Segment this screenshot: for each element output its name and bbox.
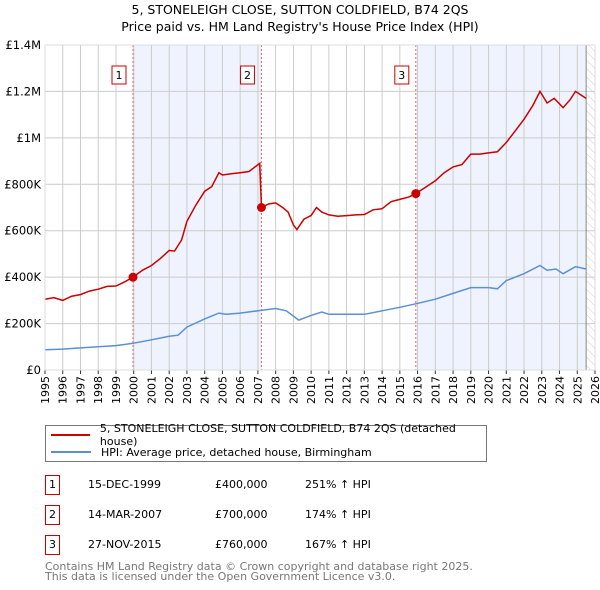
x-tick-label: 2022 [518, 376, 531, 404]
legend-label: HPI: Average price, detached house, Birm… [101, 445, 372, 459]
x-tick-label: 2002 [163, 376, 176, 404]
sale-marker-box [239, 65, 255, 85]
sale-point [128, 272, 138, 282]
y-tick-label: £1M [16, 131, 41, 145]
transaction-date: 27-NOV-2015 [88, 538, 162, 551]
x-tick-label: 1999 [110, 376, 123, 404]
sale-marker-label: 1 [116, 69, 123, 82]
x-tick-label: 2016 [412, 376, 425, 404]
legend-label: 5, STONELEIGH CLOSE, SUTTON COLDFIELD, B… [99, 422, 456, 448]
x-tick-label: 2025 [571, 376, 584, 404]
plot-frame [44, 44, 596, 371]
footer-copyright: Contains HM Land Registry data © Crown c… [45, 560, 473, 573]
x-tick-label: 2013 [358, 376, 371, 404]
transaction-date: 14-MAR-2007 [88, 508, 163, 521]
property-series-line [44, 89, 587, 302]
transaction-number: 3 [45, 535, 60, 555]
forecast-hatch [586, 45, 595, 370]
transaction-number: 2 [45, 505, 60, 525]
transaction-price: £400,000 [215, 478, 268, 491]
transaction-hpi: 174% ↑ HPI [305, 508, 371, 521]
legend-item-property: 5, STONELEIGH CLOSE, SUTTON COLDFIELD, B… [51, 422, 486, 448]
y-tick-label: £0 [26, 363, 41, 377]
chart-subtitle: Price paid vs. HM Land Registry's House … [121, 19, 479, 34]
x-tick-label: 2019 [465, 376, 478, 404]
transaction-hpi: 251% ↑ HPI [305, 478, 371, 491]
sale-marker-label: 3 [398, 69, 405, 82]
x-tick-label: 2026 [589, 376, 600, 404]
x-tick-label: 2014 [376, 376, 389, 404]
y-tick-label: £1.4M [5, 38, 41, 52]
x-tick-label: 1997 [74, 376, 87, 404]
x-tick-label: 2024 [554, 376, 567, 404]
x-tick-label: 2004 [199, 376, 212, 404]
chart-title: 5, STONELEIGH CLOSE, SUTTON COLDFIELD, B… [131, 2, 469, 17]
sale-marker-box [111, 65, 127, 85]
x-tick-label: 2017 [429, 376, 442, 404]
y-tick-label: £1.2M [5, 84, 41, 98]
x-tick-label: 2001 [145, 376, 158, 404]
x-tick-label: 2006 [234, 376, 247, 404]
x-tick-label: 2011 [323, 376, 336, 404]
legend: 5, STONELEIGH CLOSE, SUTTON COLDFIELD, B… [45, 422, 487, 462]
x-tick-label: 1996 [57, 376, 70, 404]
transaction-date: 15-DEC-1999 [88, 478, 162, 491]
transaction-price: £700,000 [215, 508, 268, 521]
price-chart: 1995 1996 1997 1998 1999 2000 2001 2002 2003 2004… [4, 38, 600, 404]
sale-marker-label: 2 [244, 69, 251, 82]
shaded-period [415, 45, 587, 370]
x-tick-label: 2003 [181, 376, 194, 404]
x-tick-label: 2007 [252, 376, 265, 404]
sale-point [411, 189, 421, 199]
legend-item-hpi: HPI: Average price, detached house, Birm… [51, 444, 372, 460]
x-tick-label: 2023 [536, 376, 549, 404]
x-tick-label: 1998 [92, 376, 105, 404]
x-tick-label: 2012 [341, 376, 354, 404]
x-tick-label: 2020 [483, 376, 496, 404]
x-tick-label: 2008 [270, 376, 283, 404]
x-tick-label: 2005 [216, 376, 229, 404]
transaction-number: 1 [45, 475, 60, 495]
y-tick-label: £600K [4, 224, 41, 238]
sale-point [256, 203, 266, 212]
transaction-hpi: 167% ↑ HPI [305, 538, 371, 551]
x-tick-label: 2015 [394, 376, 407, 404]
y-tick-label: £800K [4, 177, 41, 191]
y-tick-label: £400K [4, 270, 41, 284]
legend-swatch-red [51, 434, 90, 436]
x-tick-label: 2018 [447, 376, 460, 404]
legend-swatch-blue [51, 451, 91, 453]
x-tick-label: 2000 [128, 376, 141, 404]
footer-licence: This data is licensed under the Open Gov… [45, 570, 396, 583]
hpi-series-line [44, 264, 587, 351]
shaded-period [133, 45, 262, 370]
x-tick-label: 2021 [500, 376, 513, 404]
transaction-price: £760,000 [215, 538, 268, 551]
x-tick-label: 1995 [39, 376, 52, 404]
sale-marker-box [394, 65, 410, 85]
y-tick-label: £200K [4, 317, 41, 331]
x-tick-label: 2009 [287, 376, 300, 404]
x-tick-label: 2010 [305, 376, 318, 404]
